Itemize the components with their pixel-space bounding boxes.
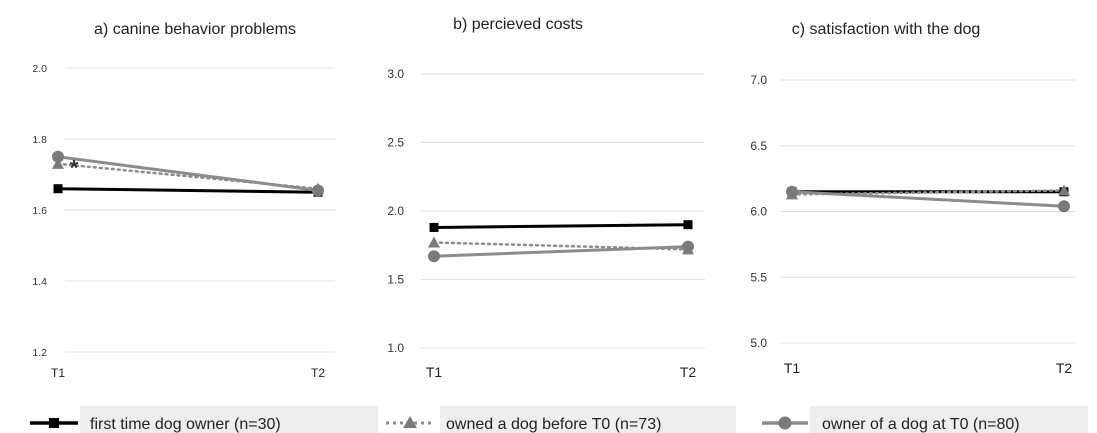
y-tick-label: 6.5 (750, 139, 767, 153)
data-point-owner-at-t0 (786, 185, 798, 198)
y-tick-label: 5.5 (750, 270, 767, 284)
y-tick-label: 3.0 (387, 67, 404, 81)
data-point-first-time-owner (683, 220, 693, 230)
y-tick-label: 1.5 (387, 273, 404, 287)
x-tick-label: T1 (784, 360, 801, 376)
data-point-first-time-owner (429, 222, 439, 232)
y-tick-label: 5.0 (750, 336, 767, 350)
legend-marker-circle (778, 416, 792, 430)
x-tick-label: T2 (311, 366, 325, 380)
legend-item-background (440, 406, 736, 433)
data-point-owner-at-t0 (312, 184, 324, 197)
legend-marker-triangle (403, 416, 417, 428)
series-line-first-time-owner (432, 223, 690, 229)
legend-label: owned a dog before T0 (n=73) (446, 416, 661, 433)
data-point-owned-before (428, 236, 440, 248)
chart-panel-2: b) percieved costs 1.0 1.5 2.0 2.5 3.0 T1 T2 (387, 16, 705, 380)
legend: first time dog owner (n=30) owned a dog b… (30, 406, 1088, 433)
y-tick-label: 6.0 (750, 205, 767, 219)
data-point-owner-at-t0 (682, 240, 694, 253)
y-tick-label: 1.0 (387, 341, 404, 355)
data-point-owner-at-t0 (52, 150, 64, 163)
legend-item-owned-before: owned a dog before T0 (n=73) (386, 406, 736, 433)
x-tick-label: T2 (680, 364, 697, 380)
significance-annotation: * (70, 155, 79, 180)
x-tick-label: T2 (1056, 360, 1073, 376)
data-point-owned-before (1058, 184, 1070, 196)
series-line-owner-at-t0 (56, 155, 320, 192)
data-point-first-time-owner (53, 184, 63, 194)
legend-label: owner of a dog at T0 (n=80) (822, 416, 1020, 433)
series-line-first-time-owner (56, 187, 320, 194)
y-tick-label: 2.0 (387, 204, 404, 218)
legend-item-owner-at-t0: owner of a dog at T0 (n=80) (762, 406, 1088, 433)
legend-item-background (810, 406, 1088, 433)
panel-title: c) satisfaction with the dog (792, 21, 981, 38)
y-tick-label: 1.6 (32, 205, 47, 217)
y-tick-label: 1.2 (32, 347, 47, 359)
y-tick-label: 2.0 (32, 63, 47, 75)
x-tick-label: T1 (426, 364, 443, 380)
series-line-owner-at-t0 (790, 190, 1066, 208)
data-point-owner-at-t0 (428, 250, 440, 263)
data-point-owner-at-t0 (1058, 200, 1070, 213)
x-tick-label: T1 (51, 366, 65, 380)
legend-label: first time dog owner (n=30) (90, 416, 281, 433)
y-tick-label: 7.0 (750, 73, 767, 87)
legend-item-background (80, 406, 378, 433)
legend-item-first-time-owner: first time dog owner (n=30) (30, 406, 378, 433)
panel-title: b) percieved costs (453, 16, 583, 33)
chart-panels: a) canine behavior problems 1.2 1.4 1.6 1.8 2… (32, 16, 1075, 380)
chart-panel-3: c) satisfaction with the dog 5.0 5.5 6.0 6.5… (750, 21, 1075, 376)
series-line-owner-at-t0 (432, 245, 690, 258)
y-tick-label: 2.5 (387, 136, 404, 150)
y-tick-label: 1.8 (32, 134, 47, 146)
panel-title: a) canine behavior problems (94, 21, 296, 38)
data-point-owned-before (52, 157, 64, 169)
legend-marker-square (49, 418, 59, 428)
chart-panel-1: a) canine behavior problems 1.2 1.4 1.6 1.8 2… (32, 21, 335, 380)
y-tick-label: 1.4 (32, 276, 47, 288)
